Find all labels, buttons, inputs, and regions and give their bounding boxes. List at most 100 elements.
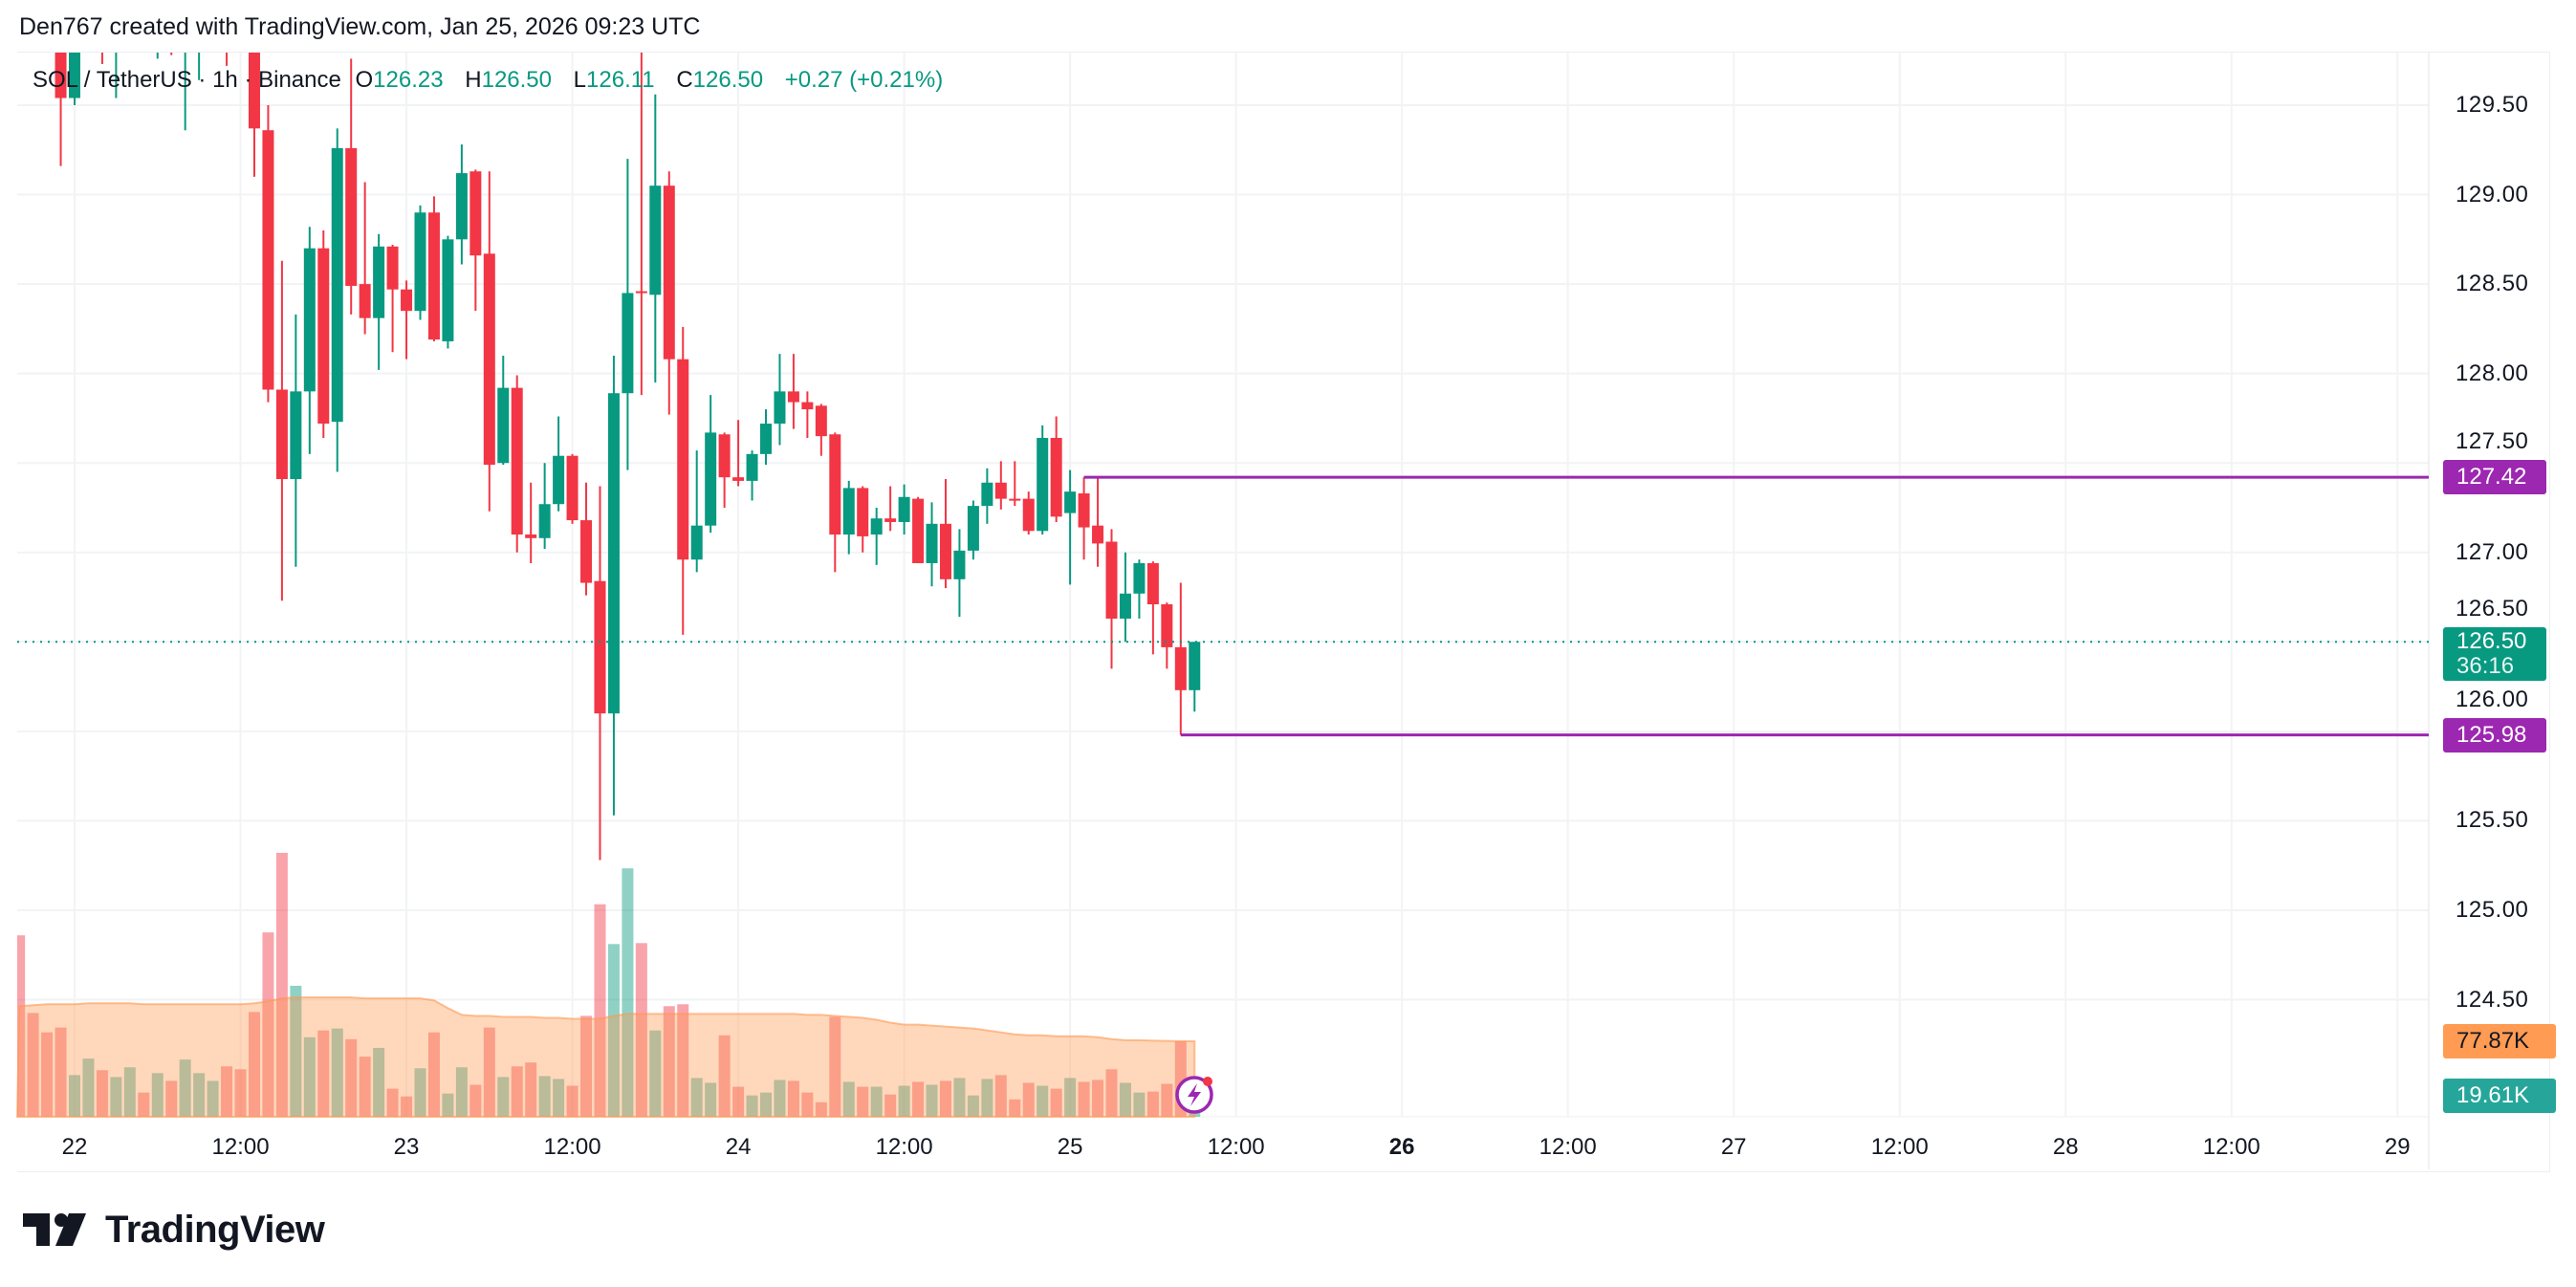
volume-bar — [898, 1085, 910, 1117]
candle-body — [290, 391, 302, 480]
candle — [566, 453, 579, 524]
candle — [110, 0, 121, 98]
candle — [787, 354, 799, 429]
time-tick-label: 12:00 — [543, 1134, 601, 1160]
volume-bar — [469, 1084, 482, 1117]
candle — [170, 53, 173, 55]
candle-body — [511, 387, 523, 535]
candle-body — [455, 173, 468, 240]
candle — [511, 375, 523, 553]
candle — [1146, 561, 1159, 655]
volume-bar — [525, 1062, 537, 1117]
low-value: 126.11 — [586, 67, 655, 93]
candle-body — [649, 185, 662, 295]
candle — [857, 486, 869, 553]
volume-bar — [912, 1081, 925, 1117]
volume-ma-tag: 77.87K — [2443, 1023, 2556, 1058]
candle — [207, 0, 219, 15]
candle — [235, 0, 247, 43]
close-label: C — [676, 67, 693, 93]
volume-bar — [594, 904, 606, 1117]
candle-body — [373, 246, 385, 318]
candle-body — [317, 248, 330, 425]
volume-bar — [110, 1077, 122, 1117]
price-tick-label: 125.00 — [2456, 896, 2529, 923]
candle — [538, 463, 551, 550]
candle-body — [235, 0, 247, 25]
candle — [939, 479, 951, 589]
volume-bar — [455, 1067, 468, 1117]
volume-bar — [580, 1015, 593, 1117]
volume-bar — [123, 1067, 136, 1117]
volume-bar — [994, 1075, 1007, 1117]
volume-bar — [815, 1102, 827, 1117]
volume-bar — [401, 1096, 413, 1117]
candle-body — [1050, 438, 1062, 517]
candle — [1064, 469, 1077, 585]
volume-bar — [842, 1081, 855, 1117]
volume-bar — [538, 1076, 551, 1117]
lightning-bolt-icon[interactable] — [1174, 1073, 1216, 1115]
candle — [401, 280, 413, 360]
candle — [580, 482, 593, 596]
symbol-legend: SOL / TetherUS · 1h · Binance O126.23 H1… — [33, 67, 950, 94]
candle-body — [345, 147, 358, 286]
volume-bar — [55, 1027, 67, 1117]
candle-body — [801, 402, 814, 410]
candle-body — [994, 482, 1007, 499]
open-value: 126.23 — [373, 67, 444, 93]
time-tick-label: 23 — [393, 1134, 420, 1160]
candle-body — [953, 550, 966, 579]
candle-body — [926, 523, 938, 563]
candle-body — [110, 0, 121, 25]
candle — [442, 235, 454, 349]
volume-bar — [1078, 1081, 1090, 1117]
candle-body — [787, 391, 799, 403]
candle — [967, 500, 979, 560]
candle — [483, 171, 495, 512]
volume-bar — [1133, 1092, 1146, 1117]
volume-bar — [193, 1073, 206, 1117]
candle — [1022, 491, 1035, 535]
volume-bar — [41, 1032, 54, 1117]
volume-bar — [165, 1080, 178, 1117]
candle — [677, 327, 689, 635]
volume-bar — [622, 868, 634, 1117]
candle-body — [1064, 491, 1077, 513]
candle-body — [427, 212, 440, 340]
volume-bar — [317, 1030, 330, 1117]
volume-bar — [248, 1012, 260, 1117]
candle-body — [898, 496, 910, 522]
candle — [124, 0, 136, 15]
candle — [553, 416, 565, 512]
candle-body — [1161, 604, 1173, 647]
time-tick-label: 24 — [725, 1134, 752, 1160]
volume-bar — [442, 1093, 454, 1117]
symbol-title[interactable]: SOL / TetherUS · 1h · Binance — [33, 67, 341, 93]
candle — [705, 395, 717, 534]
volume-bar — [1105, 1069, 1118, 1117]
candle-body — [635, 291, 647, 294]
volume-bar — [262, 932, 274, 1117]
candle-body — [622, 293, 634, 394]
candle-body — [677, 359, 689, 560]
candle-body — [553, 455, 565, 505]
candle-body — [97, 0, 108, 25]
candle-body — [525, 534, 537, 538]
candle — [732, 420, 745, 487]
horizontal-levels[interactable] — [1083, 475, 2429, 737]
volume-bar — [1050, 1088, 1062, 1117]
candle — [455, 144, 468, 265]
candle — [690, 450, 703, 573]
candle-body — [884, 518, 897, 522]
volume-bar — [483, 1027, 495, 1117]
tradingview-logo[interactable]: TradingView — [23, 1209, 325, 1252]
volume-bar — [774, 1080, 786, 1117]
candle — [898, 484, 910, 535]
volume-bar — [967, 1095, 979, 1117]
candle — [870, 507, 883, 565]
volume-bar — [1009, 1099, 1021, 1117]
volume-bar — [511, 1066, 523, 1117]
volume-bar — [677, 1004, 689, 1117]
